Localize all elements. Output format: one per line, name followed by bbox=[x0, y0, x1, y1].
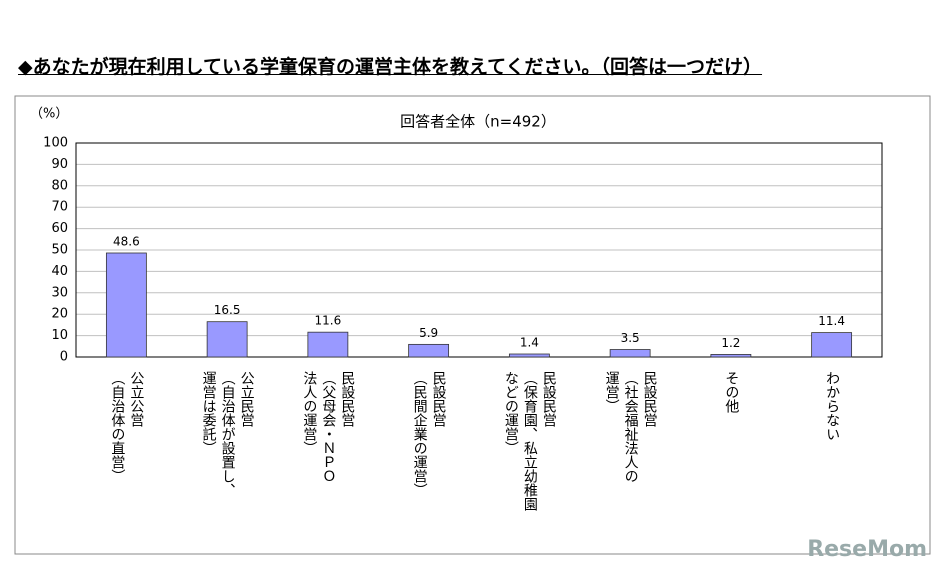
watermark: ReseMom bbox=[807, 537, 927, 562]
y-tick-label: 90 bbox=[51, 157, 68, 172]
bar bbox=[811, 332, 853, 358]
y-tick-label: 40 bbox=[51, 264, 68, 279]
value-label: 3.5 bbox=[621, 331, 640, 345]
value-label: 1.2 bbox=[721, 336, 740, 350]
bar bbox=[206, 321, 248, 358]
bar bbox=[508, 353, 550, 358]
y-axis-label: （%） bbox=[30, 107, 68, 122]
value-label: 16.5 bbox=[214, 303, 241, 317]
x-tick-label: 民設民営 （父母会・ＮＰＯ 法人の運営） bbox=[301, 371, 356, 483]
bar bbox=[307, 331, 349, 358]
x-tick-label: 公立公営 （自治体の直営） bbox=[109, 371, 145, 483]
y-tick-label: 10 bbox=[51, 328, 68, 343]
bar bbox=[105, 252, 147, 358]
x-tick-label: 民設民営 （民間企業の運営） bbox=[411, 371, 447, 497]
bar bbox=[609, 349, 651, 358]
bar bbox=[710, 354, 752, 358]
x-tick-label: その他 bbox=[723, 371, 740, 413]
value-label: 11.4 bbox=[818, 314, 845, 328]
value-label: 5.9 bbox=[419, 326, 438, 340]
y-tick-label: 100 bbox=[43, 136, 68, 151]
y-tick-label: 60 bbox=[51, 221, 68, 236]
page-title: ◆あなたが現在利用している学童保育の運営主体を教えてください。（回答は一つだけ） bbox=[18, 56, 763, 78]
chart-title: 回答者全体（n=492） bbox=[400, 113, 556, 131]
x-tick-label: 民設民営 （社会福祉法人の 運営） bbox=[603, 371, 658, 483]
y-tick-label: 50 bbox=[51, 243, 68, 258]
value-label: 1.4 bbox=[520, 336, 539, 350]
y-tick-label: 30 bbox=[51, 285, 68, 300]
x-tick-label: わからない bbox=[824, 371, 841, 441]
bar bbox=[408, 343, 450, 358]
y-tick-label: 70 bbox=[51, 200, 68, 215]
plot-frame bbox=[75, 142, 883, 358]
value-label: 11.6 bbox=[315, 314, 342, 328]
chart-frame bbox=[14, 95, 931, 555]
y-tick-label: 80 bbox=[51, 178, 68, 193]
y-tick-label: 20 bbox=[51, 307, 68, 322]
x-tick-label: 民設民営 （保育園、私立幼稚園 などの運営） bbox=[502, 371, 557, 511]
x-tick-label: 公立民営 （自治体が設置し、 運営は委託） bbox=[200, 371, 255, 497]
value-label: 48.6 bbox=[113, 234, 140, 248]
y-tick-label: 0 bbox=[60, 350, 68, 365]
